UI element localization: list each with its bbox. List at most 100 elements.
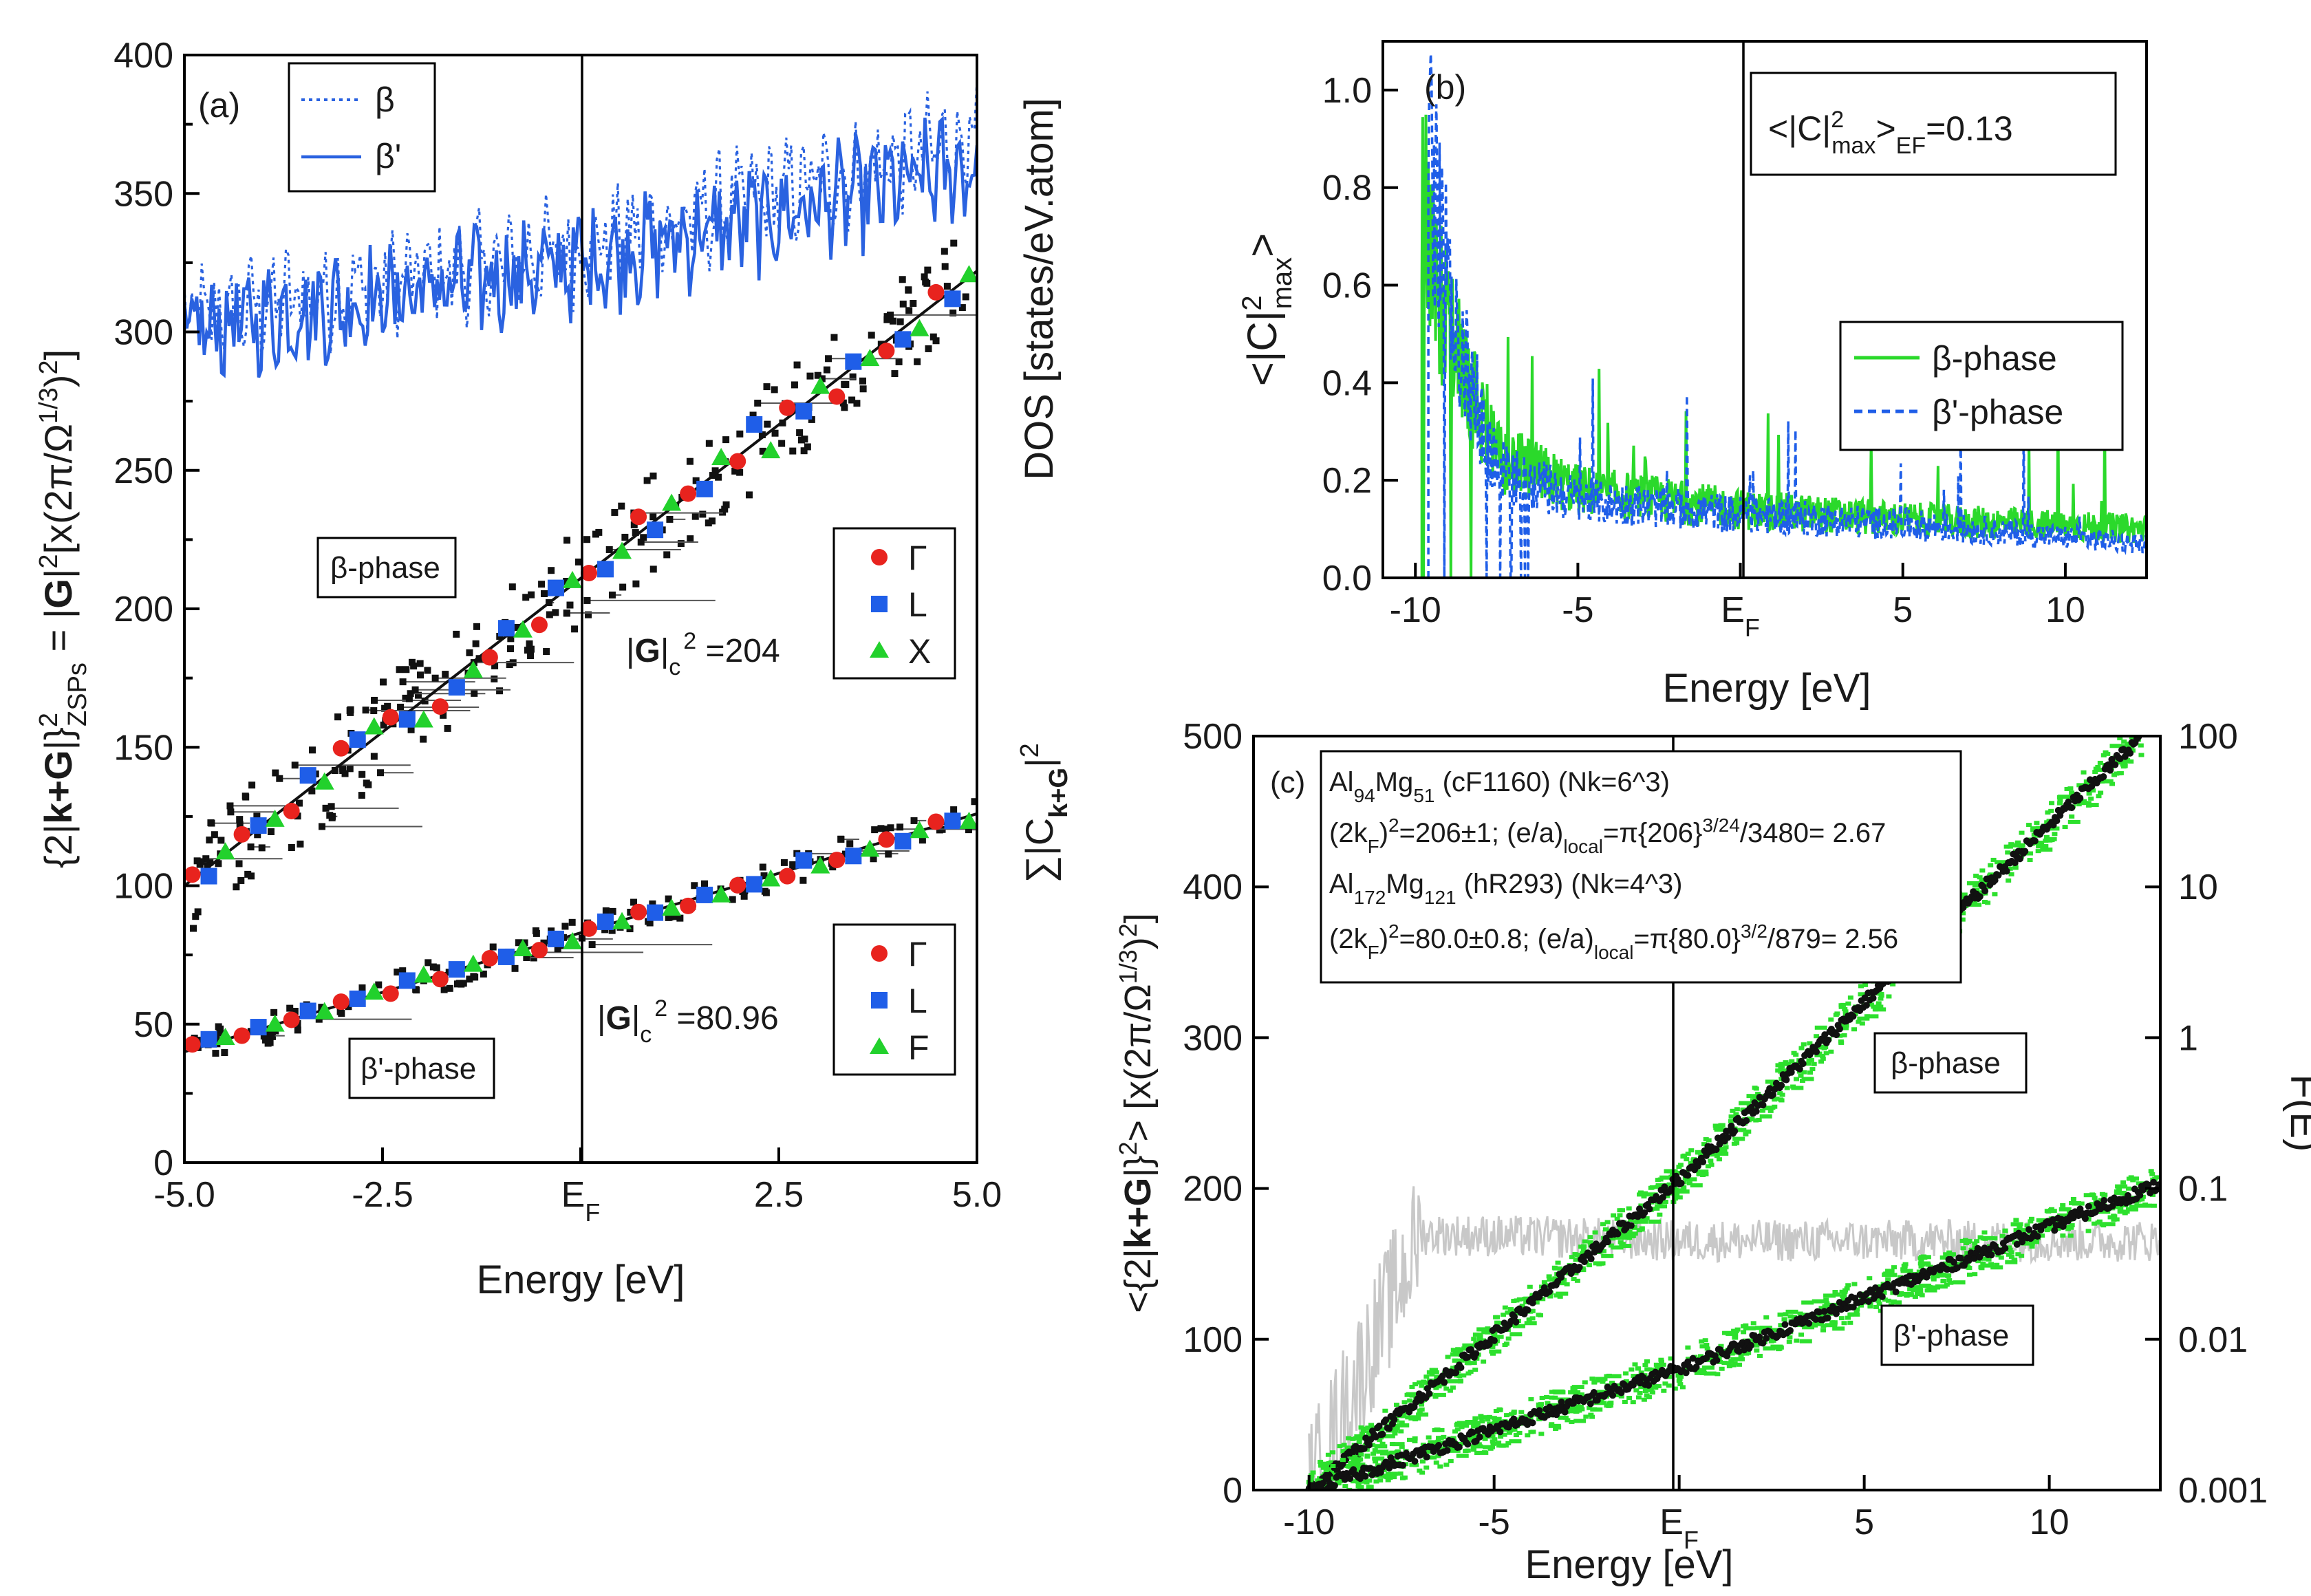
c-betaprime-point — [2085, 1214, 2092, 1219]
a-zsp-point — [910, 817, 918, 824]
c-beta-fit-point — [1587, 1255, 1595, 1262]
a-zsp-point — [637, 539, 645, 546]
b-axes: -10 -5 EF 5 10 0.0 0.2 0.4 0.6 0.8 1.0 — [1322, 71, 2085, 642]
c-betaprime-point — [1565, 1418, 1571, 1423]
c-beta-point — [1450, 1385, 1456, 1390]
c-betaprime-fit-point — [1953, 1264, 1961, 1271]
a-zsp-point — [442, 671, 449, 678]
c-betaprime-point — [1840, 1297, 1847, 1302]
c-beta-point — [1363, 1426, 1376, 1431]
c-beta-point — [2047, 826, 2060, 831]
c-betaprime-point — [1832, 1290, 1838, 1295]
c-betaprime-fit-point — [2100, 1197, 2108, 1205]
a-gamma-marker — [431, 971, 449, 988]
c-beta-point — [1801, 1042, 1807, 1047]
c-beta-point — [1628, 1218, 1634, 1222]
c-betaprime-point — [1728, 1359, 1734, 1363]
c-beta-point — [2100, 779, 2114, 784]
c-beta-point — [1714, 1128, 1727, 1132]
c-beta-point — [2058, 795, 2071, 799]
a-legend-X: X — [908, 632, 931, 671]
c-betaprime-point — [1960, 1246, 1966, 1251]
c-beta-point — [1315, 1498, 1320, 1502]
c-beta-point — [2098, 790, 2104, 795]
c-betaprime-point — [1368, 1485, 1374, 1489]
c-beta-point — [1419, 1407, 1425, 1412]
a-zsp-point — [764, 420, 771, 428]
c-betaprime-point — [1798, 1333, 1805, 1337]
a-betaprime-phase-label: β'-phase — [361, 1052, 476, 1086]
y-tick-label: 400 — [1183, 867, 1243, 907]
a-zsp-point — [691, 882, 698, 889]
c-beta-point — [1728, 1119, 1734, 1123]
a-gamma-marker — [581, 920, 598, 937]
c-beta-point — [1516, 1297, 1523, 1302]
c-beta-fit-point — [1366, 1441, 1373, 1449]
c-beta-point — [2122, 764, 2128, 768]
a-L-marker — [250, 817, 267, 834]
c-betaprime-point — [1918, 1264, 1924, 1269]
c-betaprime-point — [1867, 1276, 1873, 1281]
c-beta-fit-point — [1511, 1313, 1518, 1321]
c-beta-point — [1596, 1262, 1602, 1266]
c-beta-point — [1842, 1006, 1848, 1011]
a-gamma-marker — [530, 616, 548, 634]
c-beta-point — [1541, 1280, 1547, 1285]
c-beta-point — [1580, 1247, 1587, 1252]
c-betaprime-point — [1454, 1423, 1460, 1427]
a-zsp-point — [958, 304, 966, 312]
c-betaprime-point — [1698, 1354, 1704, 1359]
b-xlabel: Energy [eV] — [1662, 666, 1871, 711]
c-beta-point — [1979, 868, 1986, 873]
a-zsp-point — [941, 263, 949, 270]
c-beta-point — [1745, 1129, 1752, 1134]
a-gamma-marker — [332, 740, 350, 757]
c-betaprime-point — [1437, 1464, 1443, 1469]
y-tick-label: 200 — [1183, 1169, 1243, 1209]
c-beta-point — [1359, 1432, 1366, 1436]
c-betaprime-point — [1609, 1381, 1615, 1385]
x-tick-label: -2.5 — [352, 1175, 413, 1215]
a-zsp-point — [921, 273, 928, 281]
c-beta-point — [2086, 791, 2092, 796]
a-zsp-point — [399, 678, 407, 686]
c-betaprime-point — [1977, 1235, 1984, 1240]
a-L-marker — [696, 480, 713, 497]
a-gamma-marker — [184, 866, 201, 883]
a-zsp-point — [649, 513, 657, 521]
c-betaprime-point — [1719, 1366, 1725, 1371]
a-gamma-marker — [630, 508, 647, 526]
c-betaprime-point — [2034, 1240, 2040, 1244]
a-X-marker — [314, 772, 334, 790]
c-betaprime-point — [1838, 1316, 1845, 1321]
c-betaprime-point — [1539, 1395, 1545, 1400]
c-betaprime-point — [1459, 1425, 1465, 1430]
c-betaprime-point — [1925, 1262, 1931, 1267]
x-tick-label: -5.0 — [153, 1175, 215, 1215]
c-beta-point — [2097, 767, 2103, 772]
c-beta-point — [1346, 1436, 1352, 1441]
a-zsp-point — [420, 735, 427, 743]
c-betaprime-point — [1820, 1311, 1834, 1316]
c-beta-point — [1842, 1009, 1849, 1014]
c-beta-point — [1519, 1304, 1525, 1308]
c-beta-point — [1557, 1294, 1563, 1299]
y-tick-label: 0.6 — [1322, 266, 1372, 306]
c-betaprime-point — [1778, 1323, 1784, 1328]
c-beta-point — [1836, 1023, 1849, 1028]
a-X-marker — [463, 660, 483, 678]
c-betaprime-point — [1597, 1400, 1603, 1405]
c-betaprime-point — [1399, 1476, 1406, 1480]
c-betaprime-point — [1656, 1384, 1662, 1389]
c-betaprime-point — [1326, 1498, 1332, 1502]
a-zsp-point — [563, 537, 571, 544]
a-zsp-point — [506, 645, 514, 653]
c-beta-point — [1631, 1225, 1637, 1230]
a-L-marker — [497, 620, 515, 637]
c-beta-point — [2041, 845, 2047, 850]
c-betaprime-point — [1573, 1409, 1580, 1414]
c-betaprime-point — [1891, 1265, 1897, 1270]
c-beta-point — [1641, 1194, 1647, 1199]
c-beta-point — [1733, 1112, 1739, 1117]
